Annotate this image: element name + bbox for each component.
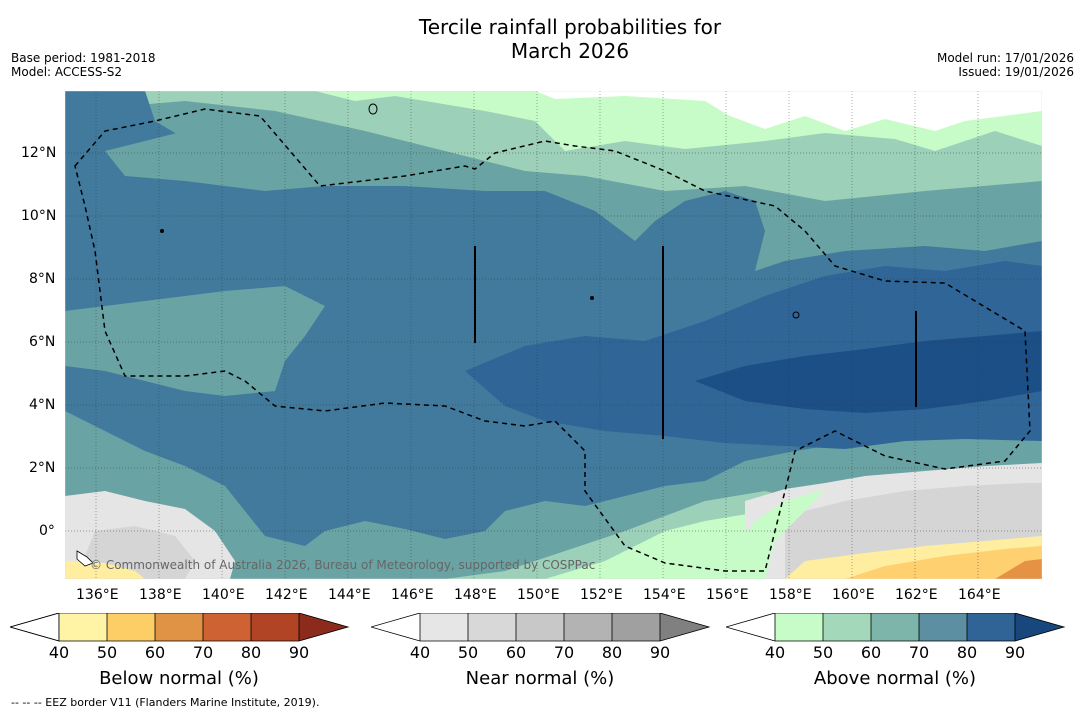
- left-metadata: Base period: 1981-2018 Model: ACCESS-S2: [11, 51, 156, 79]
- below-normal-orange-southeast: [845, 546, 1042, 579]
- cb2-seg-4: [564, 613, 612, 641]
- cb3-seg-4: [919, 613, 967, 641]
- cb2-extend-high: [660, 613, 709, 641]
- teal-inset-central: [65, 286, 325, 396]
- lon-label-140e: 140°E: [202, 587, 245, 603]
- cb1-tick-80: 80: [240, 643, 262, 662]
- cb3-tick-70: 70: [908, 643, 930, 662]
- issued-date: Issued: 19/01/2026: [958, 65, 1074, 79]
- model-run: Model run: 17/01/2026: [936, 51, 1074, 65]
- cb1-seg-1: [59, 613, 107, 641]
- cb3-tick-40: 40: [764, 643, 786, 662]
- model-name: Model: ACCESS-S2: [11, 65, 123, 79]
- lon-label-148e: 148°E: [454, 587, 497, 603]
- cb2-extend-low: [371, 613, 420, 641]
- cb3-label: Above normal (%): [813, 668, 977, 689]
- colorbar-above-normal: [726, 613, 1066, 642]
- cb2-tick-90: 90: [649, 643, 671, 662]
- cb3-extend-low: [726, 613, 775, 641]
- cb3-tick-60: 60: [860, 643, 882, 662]
- copyright-credit: © Commonwealth of Australia 2026, Bureau…: [90, 558, 596, 572]
- eez-footnote: -- -- -- EEZ border V11 (Flanders Marine…: [11, 696, 320, 709]
- cb3-tick-50: 50: [812, 643, 834, 662]
- cb2-tick-70: 70: [553, 643, 575, 662]
- cb1-tick-50: 50: [96, 643, 118, 662]
- lon-label-156e: 156°E: [706, 587, 749, 603]
- cb1-seg-4: [203, 613, 251, 641]
- cb1-tick-70: 70: [192, 643, 214, 662]
- lon-label-138e: 138°E: [139, 587, 182, 603]
- island-marker-2: [792, 311, 800, 319]
- lat-label-4n: 4°N: [29, 397, 56, 413]
- cb2-tick-50: 50: [457, 643, 479, 662]
- cb1-label: Below normal (%): [99, 668, 259, 689]
- cb1-extend-low: [10, 613, 60, 642]
- cb3-seg-1: [775, 613, 823, 641]
- cb1-extend-high: [299, 613, 348, 641]
- cb3-seg-2: [823, 613, 871, 641]
- cb2-label: Near normal (%): [465, 668, 615, 689]
- lon-label-158e: 158°E: [769, 587, 812, 603]
- island-dot-2: [590, 296, 594, 300]
- lat-label-8n: 8°N: [29, 271, 56, 287]
- cb2-seg-2: [468, 613, 516, 641]
- below-normal-darkorange-southeast: [995, 559, 1042, 579]
- colorbar-near-normal: [371, 613, 711, 642]
- eez-border: [74, 108, 1031, 572]
- cb2-seg-3: [516, 613, 564, 641]
- green-fringe-southeast: [715, 489, 825, 579]
- lat-label-12n: 12°N: [21, 145, 57, 161]
- island-dot: [160, 229, 164, 233]
- cb3-seg-5: [967, 613, 1015, 641]
- island-marker: [368, 103, 378, 115]
- title-line-2: March 2026: [510, 39, 630, 63]
- teal-inset-northwest: [105, 131, 325, 191]
- island-southwest: [76, 550, 94, 567]
- cb3-tick-90: 90: [1004, 643, 1026, 662]
- probability-map: [65, 91, 1042, 579]
- lon-label-154e: 154°E: [643, 587, 686, 603]
- lat-label-0: 0°: [39, 523, 55, 539]
- right-metadata: Model run: 17/01/2026 Issued: 19/01/2026: [937, 51, 1074, 79]
- lat-label-2n: 2°N: [29, 460, 56, 476]
- lon-label-136e: 136°E: [76, 587, 119, 603]
- lat-label-10n: 10°N: [21, 208, 57, 224]
- title-line-1: Tercile rainfall probabilities for: [418, 15, 722, 39]
- lon-label-142e: 142°E: [265, 587, 308, 603]
- cb2-tick-60: 60: [505, 643, 527, 662]
- cb2-seg-1: [420, 613, 468, 641]
- cb1-tick-40: 40: [48, 643, 70, 662]
- cb2-seg-5: [612, 613, 660, 641]
- cb3-seg-3: [871, 613, 919, 641]
- cb1-tick-90: 90: [288, 643, 310, 662]
- lon-label-150e: 150°E: [517, 587, 560, 603]
- cb3-extend-high: [1015, 613, 1064, 641]
- base-period: Base period: 1981-2018: [11, 51, 156, 65]
- lat-label-6n: 6°N: [29, 334, 56, 350]
- cb1-seg-5: [251, 613, 299, 641]
- colorbar-below-normal: [10, 613, 350, 642]
- cb2-tick-80: 80: [601, 643, 623, 662]
- lon-label-160e: 160°E: [832, 587, 875, 603]
- map-title: Tercile rainfall probabilities for March…: [0, 15, 1085, 63]
- lon-label-164e: 164°E: [958, 587, 1001, 603]
- cb1-seg-2: [107, 613, 155, 641]
- band-90: [695, 331, 1042, 413]
- lon-label-162e: 162°E: [895, 587, 938, 603]
- lon-label-146e: 146°E: [391, 587, 434, 603]
- cb3-tick-80: 80: [956, 643, 978, 662]
- cb1-seg-3: [155, 613, 203, 641]
- graticule: [65, 91, 1042, 579]
- lon-label-152e: 152°E: [580, 587, 623, 603]
- lon-label-144e: 144°E: [328, 587, 371, 603]
- cb1-tick-60: 60: [144, 643, 166, 662]
- cb2-tick-40: 40: [409, 643, 431, 662]
